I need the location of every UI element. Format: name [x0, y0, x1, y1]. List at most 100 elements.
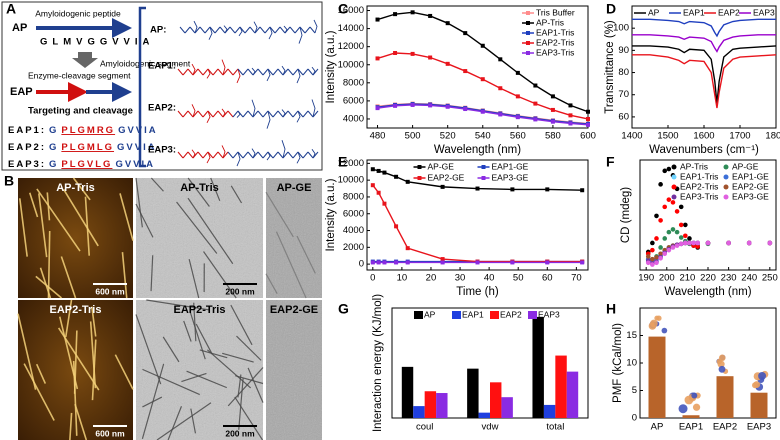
bond: [212, 68, 219, 76]
side-chain: [191, 104, 196, 118]
legend-label: AP-GE: [732, 161, 759, 171]
point: [463, 31, 468, 36]
bond: [312, 110, 319, 118]
protein-sketch: [692, 403, 701, 411]
bond: [247, 110, 254, 118]
x-tick-label: 220: [700, 273, 716, 284]
side-chain: [206, 110, 211, 124]
bond: [272, 151, 279, 159]
fibril: [23, 363, 55, 421]
bar: [566, 371, 579, 418]
bond: [287, 110, 294, 118]
point: [405, 246, 410, 251]
x-axis-label: Wavenumbers (cm⁻¹): [649, 144, 759, 156]
point: [550, 119, 555, 124]
fibril: [186, 370, 227, 389]
bond: [282, 110, 289, 118]
x-axis-label: Wavelength (nm): [664, 286, 751, 298]
x-tick-label: EAP1: [679, 422, 703, 433]
x-tick-label: 0: [370, 273, 375, 284]
bond: [194, 26, 201, 34]
bond: [297, 110, 304, 118]
legend-label: EAP1-GE: [732, 171, 769, 181]
x-tick-label: 30: [455, 273, 466, 284]
variant-name: EAP2:: [8, 142, 46, 153]
point: [463, 69, 468, 74]
protein-sketch: [678, 404, 688, 414]
x-tick-label: 20: [426, 273, 437, 284]
legend-label: EAP2-Tris: [680, 181, 718, 191]
point: [645, 260, 651, 266]
bond: [212, 110, 219, 118]
down-arrow: [72, 52, 98, 68]
x-tick-label: AP: [651, 422, 664, 433]
point: [650, 247, 655, 253]
variant-name: EAP3:: [8, 159, 46, 170]
point: [445, 104, 450, 109]
x-tick-label: 1700: [729, 131, 750, 142]
fibril: [265, 191, 294, 238]
fibril: [72, 177, 91, 201]
point: [654, 213, 659, 219]
legend-label: EAP2: [500, 309, 522, 319]
bond: [237, 151, 244, 159]
variant-sequence: EAP2: G PLGMLG GVVIA: [8, 142, 157, 153]
fibril: [121, 252, 128, 299]
fibril: [150, 177, 164, 192]
x-tick-label: 210: [679, 273, 695, 284]
bar: [401, 366, 414, 418]
bond: [274, 26, 281, 34]
bond: [242, 110, 249, 118]
side-chain: [236, 68, 241, 84]
fibril: [247, 367, 264, 403]
legend-swatch: [723, 184, 729, 190]
legend-label: AP: [648, 7, 660, 17]
y-tick-label: 80: [618, 67, 629, 78]
legend-swatch: [723, 194, 729, 200]
point: [662, 251, 668, 257]
legend-swatch: [526, 21, 530, 25]
legend-swatch: [671, 164, 677, 170]
panel-label: H: [606, 301, 616, 317]
point: [440, 257, 445, 262]
bond: [177, 68, 184, 76]
point: [586, 116, 590, 121]
panel-label: A: [6, 1, 16, 17]
x-tick-label: 230: [721, 273, 737, 284]
bond: [312, 68, 319, 76]
fibril: [195, 323, 213, 355]
point: [662, 236, 668, 241]
legend-label: EAP2-GE: [732, 181, 769, 191]
seq-start: G: [49, 159, 58, 170]
bond: [239, 26, 246, 34]
legend-swatch: [671, 184, 677, 190]
point: [475, 260, 480, 265]
point: [695, 244, 700, 249]
fibril: [162, 336, 180, 363]
fibril: [69, 412, 73, 440]
variant-sequence: EAP1: G PLGMRG GVVIA: [8, 125, 158, 136]
y-tick-label: 4000: [343, 113, 364, 124]
fibril: [64, 299, 73, 338]
x-tick-label: 600: [580, 131, 596, 142]
x-tick-label: 1500: [657, 131, 678, 142]
x-tick-label: 50: [513, 273, 524, 284]
protein-sketch: [650, 319, 658, 328]
bond: [232, 110, 239, 118]
bond: [227, 68, 234, 76]
legend-swatch: [481, 165, 486, 169]
y-tick-label: 12000: [338, 158, 364, 169]
bond: [232, 151, 239, 159]
point: [674, 229, 680, 235]
bar: [555, 355, 567, 418]
side-chain: [296, 110, 301, 123]
micrograph-noise: [266, 300, 322, 440]
y-tick-label: 10: [626, 358, 637, 369]
bar: [478, 412, 490, 418]
point: [650, 256, 655, 262]
x-tick-label: 240: [741, 273, 757, 284]
point: [687, 240, 692, 246]
legend-label: EAP1-GE: [492, 161, 529, 171]
point: [666, 229, 672, 235]
point: [650, 240, 655, 246]
